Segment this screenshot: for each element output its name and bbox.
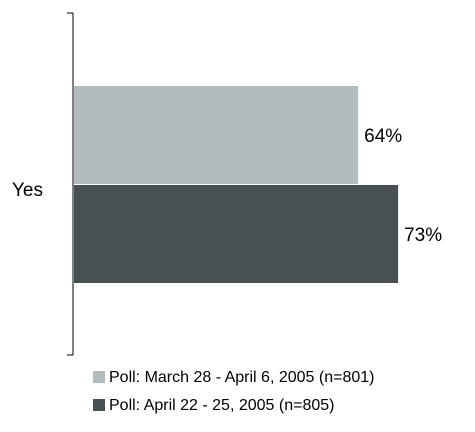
bar-series-2 [74, 185, 399, 283]
legend-swatch-2 [93, 399, 105, 411]
category-label: Yes [12, 180, 43, 201]
bar-series-1 [74, 86, 359, 184]
legend-label-2: Poll: April 22 - 25, 2005 (n=805) [109, 397, 334, 414]
labels-layer: 64% 73% [364, 126, 442, 246]
legend-label-1: Poll: March 28 - April 6, 2005 (n=801) [109, 369, 374, 386]
data-label-series-2: 73% [404, 225, 442, 246]
bars-layer [74, 86, 399, 283]
axis-layer: Yes [12, 12, 74, 356]
data-label-series-1: 64% [364, 126, 402, 147]
legend-swatch-1 [93, 371, 105, 383]
legend: Poll: March 28 - April 6, 2005 (n=801) Po… [93, 369, 374, 414]
